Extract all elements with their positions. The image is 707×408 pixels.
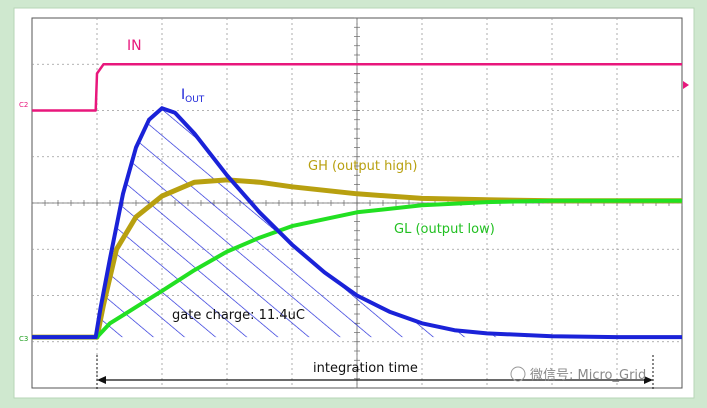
gl-label: GL (output low): [394, 222, 495, 237]
trace-iout: [32, 106, 682, 340]
integration-time-label: integration time: [313, 361, 418, 376]
traces: [32, 63, 682, 340]
iout-label-main: I: [181, 87, 185, 103]
trace-gl: [32, 198, 682, 340]
channel-marker-c2: C2: [19, 101, 28, 109]
watermark: 微信号: Micro_Grid: [530, 368, 646, 383]
trace-in: [32, 63, 682, 112]
channel-marker-c3: C3: [19, 335, 28, 343]
gh-label: GH (output high): [308, 159, 417, 174]
in-label: IN: [127, 38, 142, 54]
gate-charge-area: [97, 108, 682, 338]
wechat-icon: [510, 366, 526, 382]
iout-label-subscript: OUT: [185, 95, 205, 105]
trace-gh: [32, 177, 682, 340]
trigger-level-marker: [683, 81, 689, 89]
integration-arrow-left-head: [97, 376, 106, 384]
integration-arrow-right-head: [644, 376, 653, 384]
gate-charge-label: gate charge: 11.4uC: [172, 308, 305, 323]
iout-label: IOUT: [181, 87, 205, 105]
gate-charge-hatch: [97, 108, 682, 338]
